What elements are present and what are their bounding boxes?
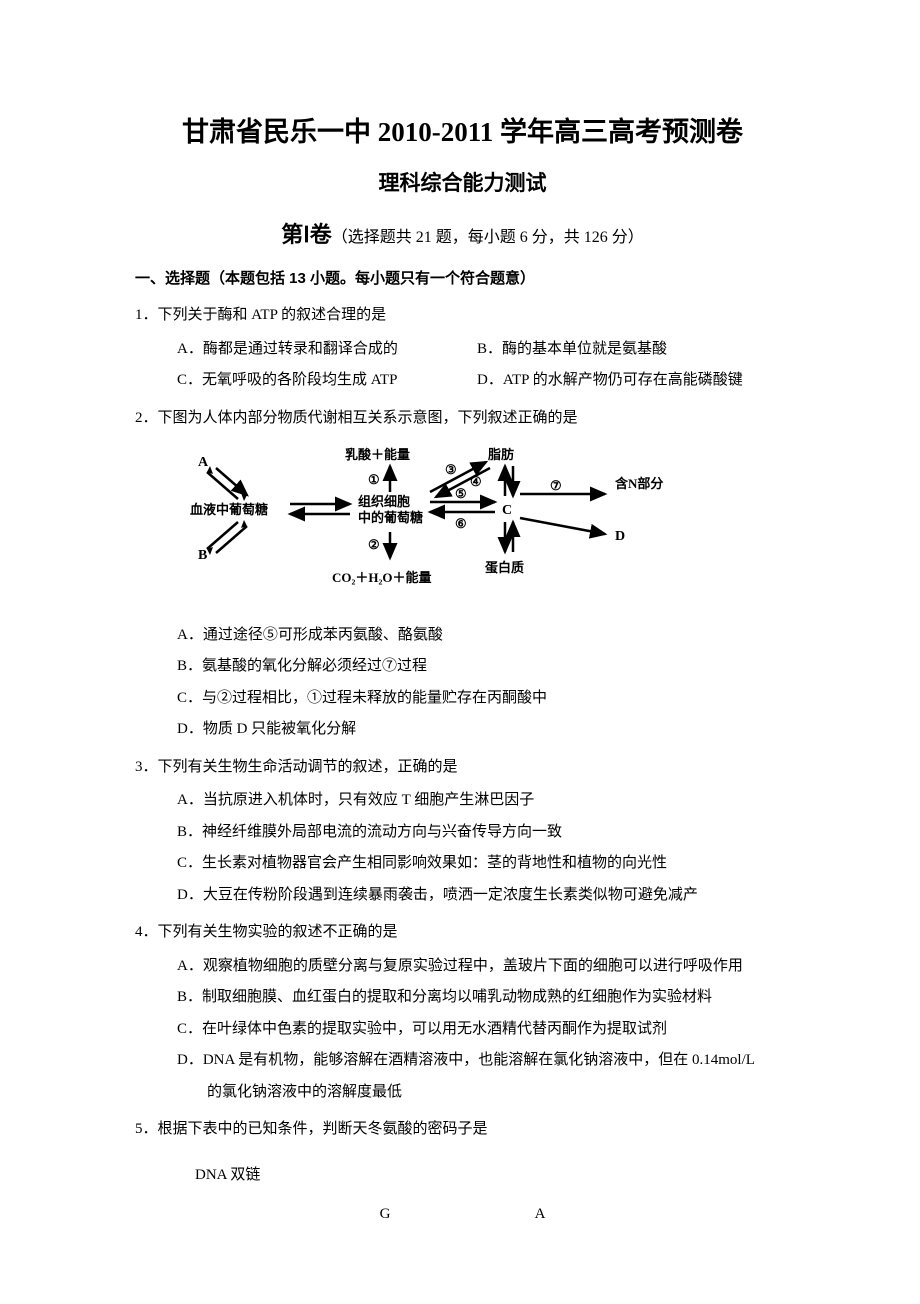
label-n7: ⑦ xyxy=(550,478,562,493)
title-main: 甘肃省民乐一中 2010-2011 学年高三高考预测卷 xyxy=(135,110,790,149)
q4-option-c: C．在叶绿体中色素的提取实验中，可以用无水酒精代替丙酮作为提取试剂 xyxy=(177,1014,790,1046)
node-d: D xyxy=(615,529,625,544)
q5-cell-a: A xyxy=(475,1195,605,1234)
q2-option-b: B．氨基酸的氧化分解必须经过⑦过程 xyxy=(177,651,790,683)
q1-stem: 1．下列关于酶和 ATP 的叙述合理的是 xyxy=(135,300,790,332)
q5-row-label: DNA 双链 xyxy=(195,1156,295,1195)
label-n4: ④ xyxy=(470,474,482,489)
label-n2: ② xyxy=(368,537,380,552)
q4-stem: 4．下列有关生物实验的叙述不正确的是 xyxy=(135,917,790,949)
q3-option-b: B．神经纤维膜外局部电流的流动方向与兴奋传导方向一致 xyxy=(177,817,790,849)
label-npart: 含N部分 xyxy=(614,476,663,491)
metabolism-diagram: A B 血液中葡萄糖 组织细胞 中的葡萄糖 ① 乳酸＋能量 xyxy=(190,444,690,599)
q5-cell-g: G xyxy=(295,1195,475,1234)
q1-option-b: B．酶的基本单位就是氨基酸 xyxy=(477,334,667,366)
section-header-rest: （选择题共 21 题，每小题 6 分，共 126 分） xyxy=(332,229,644,246)
q3-option-a: A．当抗原进入机体时，只有效应 T 细胞产生淋巴因子 xyxy=(177,785,790,817)
question-5: 5．根据下表中的已知条件，判断天冬氨酸的密码子是 DNA 双链 G A xyxy=(135,1114,790,1234)
label-lactic: 乳酸＋能量 xyxy=(345,447,410,462)
q3-stem: 3．下列有关生物生命活动调节的叙述，正确的是 xyxy=(135,752,790,784)
section-header-bold: 第Ⅰ卷 xyxy=(281,222,332,247)
node-c: C xyxy=(502,503,512,518)
q2-option-c: C．与②过程相比，①过程未释放的能量贮存在丙酮酸中 xyxy=(177,683,790,715)
q3-option-c: C．生长素对植物器官会产生相同影响效果如：茎的背地性和植物的向光性 xyxy=(177,848,790,880)
q3-options: A．当抗原进入机体时，只有效应 T 细胞产生淋巴因子 B．神经纤维膜外局部电流的… xyxy=(135,785,790,911)
q1-options: A．酶都是通过转录和翻译合成的 B．酶的基本单位就是氨基酸 C．无氧呼吸的各阶段… xyxy=(135,334,790,397)
label-n5: ⑤ xyxy=(455,486,467,501)
q4-option-a: A．观察植物细胞的质壁分离与复原实验过程中，盖玻片下面的细胞可以进行呼吸作用 xyxy=(177,951,790,983)
q4-option-b: B．制取细胞膜、血红蛋白的提取和分离均以哺乳动物成熟的红细胞作为实验材料 xyxy=(177,982,790,1014)
label-tissue-cell: 组织细胞 xyxy=(358,494,410,509)
q2-option-d: D．物质 D 只能被氧化分解 xyxy=(177,714,790,746)
exam-page: 甘肃省民乐一中 2010-2011 学年高三高考预测卷 理科综合能力测试 第Ⅰ卷… xyxy=(0,0,920,1304)
label-fat: 脂肪 xyxy=(487,447,514,462)
question-4: 4．下列有关生物实验的叙述不正确的是 A．观察植物细胞的质壁分离与复原实验过程中… xyxy=(135,917,790,1108)
label-cell-glucose: 中的葡萄糖 xyxy=(358,510,423,525)
q1-option-d: D．ATP 的水解产物仍可存在高能磷酸键 xyxy=(477,365,743,397)
label-co2: CO₂＋H₂O＋能量 xyxy=(332,570,432,585)
q3-option-d: D．大豆在传粉阶段遇到连续暴雨袭击，喷洒一定浓度生长素类似物可避免减产 xyxy=(177,880,790,912)
label-n6: ⑥ xyxy=(455,516,467,531)
q4-options: A．观察植物细胞的质壁分离与复原实验过程中，盖玻片下面的细胞可以进行呼吸作用 B… xyxy=(135,951,790,1109)
section-title: 一、选择题（本题包括 13 小题。每小题只有一个符合题意） xyxy=(135,267,790,288)
q4-option-d: D．DNA 是有机物，能够溶解在酒精溶液中，也能溶解在氯化钠溶液中，但在 0.1… xyxy=(177,1045,790,1077)
q1-option-a: A．酶都是通过转录和翻译合成的 xyxy=(177,334,477,366)
label-n1: ① xyxy=(368,472,380,487)
q2-option-a: A．通过途径⑤可形成苯丙氨酸、酪氨酸 xyxy=(177,620,790,652)
section-header: 第Ⅰ卷（选择题共 21 题，每小题 6 分，共 126 分） xyxy=(135,217,790,249)
label-n3: ③ xyxy=(445,462,457,477)
question-2: 2．下图为人体内部分物质代谢相互关系示意图，下列叙述正确的是 A B 血液中葡萄… xyxy=(135,403,790,746)
question-1: 1．下列关于酶和 ATP 的叙述合理的是 A．酶都是通过转录和翻译合成的 B．酶… xyxy=(135,300,790,397)
q5-empty xyxy=(195,1195,295,1234)
node-b: B xyxy=(198,548,207,563)
q2-stem: 2．下图为人体内部分物质代谢相互关系示意图，下列叙述正确的是 xyxy=(135,403,790,435)
q5-table: DNA 双链 G A xyxy=(195,1156,790,1234)
label-protein: 蛋白质 xyxy=(485,560,524,575)
node-a: A xyxy=(198,455,209,470)
title-sub: 理科综合能力测试 xyxy=(135,167,790,197)
q4-option-d2: 的氯化钠溶液中的溶解度最低 xyxy=(177,1077,790,1109)
q2-options: A．通过途径⑤可形成苯丙氨酸、酪氨酸 B．氨基酸的氧化分解必须经过⑦过程 C．与… xyxy=(135,620,790,746)
label-blood-glucose: 血液中葡萄糖 xyxy=(190,502,268,517)
question-3: 3．下列有关生物生命活动调节的叙述，正确的是 A．当抗原进入机体时，只有效应 T… xyxy=(135,752,790,912)
q5-stem: 5．根据下表中的已知条件，判断天冬氨酸的密码子是 xyxy=(135,1114,790,1146)
q1-option-c: C．无氧呼吸的各阶段均生成 ATP xyxy=(177,365,477,397)
